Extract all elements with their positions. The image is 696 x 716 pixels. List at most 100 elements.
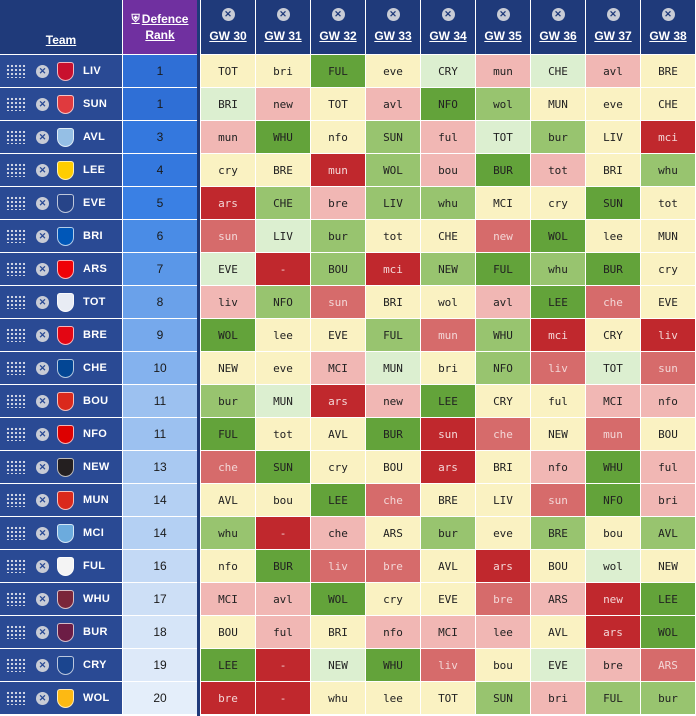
- remove-team-close-icon[interactable]: ✕: [36, 64, 49, 78]
- drag-handle-icon[interactable]: [6, 427, 26, 441]
- team-row-whu[interactable]: ✕ WHU: [0, 583, 122, 615]
- fixture-cell: BOU: [641, 418, 695, 450]
- team-row-ars[interactable]: ✕ ARS: [0, 253, 122, 285]
- fixture-cell: NFO: [586, 484, 640, 516]
- remove-team-close-icon[interactable]: ✕: [36, 526, 49, 540]
- team-row-nfo[interactable]: ✕ NFO: [0, 418, 122, 450]
- team-row-new[interactable]: ✕ NEW: [0, 451, 122, 483]
- drag-handle-icon[interactable]: [6, 592, 26, 606]
- remove-column-close-icon[interactable]: ✕: [331, 8, 345, 21]
- fixture-cell: LIV: [256, 220, 310, 252]
- fixture-cell: mun: [421, 319, 475, 351]
- arsenal-cannon-crest-icon: [57, 259, 74, 279]
- drag-handle-icon[interactable]: [6, 625, 26, 639]
- gameweek-header-33[interactable]: ✕ GW 33: [366, 0, 420, 54]
- remove-column-close-icon[interactable]: ✕: [551, 8, 565, 21]
- drag-handle-icon[interactable]: [6, 460, 26, 474]
- remove-column-close-icon[interactable]: ✕: [661, 8, 675, 21]
- remove-column-close-icon[interactable]: ✕: [276, 8, 290, 21]
- remove-column-close-icon[interactable]: ✕: [606, 8, 620, 21]
- drag-handle-icon[interactable]: [6, 691, 26, 705]
- gameweek-header-35[interactable]: ✕ GW 35: [476, 0, 530, 54]
- gameweek-header-32[interactable]: ✕ GW 32: [311, 0, 365, 54]
- drag-handle-icon[interactable]: [6, 262, 26, 276]
- drag-handle-icon[interactable]: [6, 64, 26, 78]
- remove-column-close-icon[interactable]: ✕: [386, 8, 400, 21]
- team-row-eve[interactable]: ✕ EVE: [0, 187, 122, 219]
- defence-rank-cell: 7: [123, 253, 197, 285]
- remove-column-close-icon[interactable]: ✕: [441, 8, 455, 21]
- fixture-cell: WOL: [311, 583, 365, 615]
- drag-handle-icon[interactable]: [6, 163, 26, 177]
- remove-team-close-icon[interactable]: ✕: [36, 592, 49, 606]
- team-column-header[interactable]: Team: [0, 0, 122, 54]
- defence-rank-cell: 1: [123, 55, 197, 87]
- drag-handle-icon[interactable]: [6, 328, 26, 342]
- team-row-liv[interactable]: ✕ LIV: [0, 55, 122, 87]
- remove-team-close-icon[interactable]: ✕: [36, 97, 49, 111]
- drag-handle-icon[interactable]: [6, 361, 26, 375]
- team-row-bri[interactable]: ✕ BRI: [0, 220, 122, 252]
- drag-handle-icon[interactable]: [6, 559, 26, 573]
- team-row-sun[interactable]: ✕ SUN: [0, 88, 122, 120]
- remove-team-close-icon[interactable]: ✕: [36, 229, 49, 243]
- team-row-mun[interactable]: ✕ MUN: [0, 484, 122, 516]
- remove-column-close-icon[interactable]: ✕: [496, 8, 510, 21]
- team-row-bur[interactable]: ✕ BUR: [0, 616, 122, 648]
- remove-team-close-icon[interactable]: ✕: [36, 196, 49, 210]
- team-row-ful[interactable]: ✕ FUL: [0, 550, 122, 582]
- drag-handle-icon[interactable]: [6, 295, 26, 309]
- defence-rank-column-header[interactable]: ⛨ Defence Rank: [123, 0, 197, 54]
- team-abbreviation: LIV: [83, 65, 102, 77]
- team-row-che[interactable]: ✕ CHE: [0, 352, 122, 384]
- remove-team-close-icon[interactable]: ✕: [36, 328, 49, 342]
- remove-team-close-icon[interactable]: ✕: [36, 493, 49, 507]
- remove-team-close-icon[interactable]: ✕: [36, 691, 49, 705]
- remove-team-close-icon[interactable]: ✕: [36, 394, 49, 408]
- drag-handle-icon[interactable]: [6, 394, 26, 408]
- fixture-cell: NEW: [421, 253, 475, 285]
- drag-handle-icon[interactable]: [6, 493, 26, 507]
- gameweek-header-30[interactable]: ✕ GW 30: [201, 0, 255, 54]
- fixture-cell: mun: [476, 55, 530, 87]
- team-row-cry[interactable]: ✕ CRY: [0, 649, 122, 681]
- gameweek-header-38[interactable]: ✕ GW 38: [641, 0, 695, 54]
- drag-handle-icon[interactable]: [6, 97, 26, 111]
- remove-team-close-icon[interactable]: ✕: [36, 559, 49, 573]
- remove-team-close-icon[interactable]: ✕: [36, 163, 49, 177]
- remove-team-close-icon[interactable]: ✕: [36, 130, 49, 144]
- drag-handle-icon[interactable]: [6, 229, 26, 243]
- drag-handle-icon[interactable]: [6, 196, 26, 210]
- fixture-cell: WOL: [201, 319, 255, 351]
- gameweek-header-37[interactable]: ✕ GW 37: [586, 0, 640, 54]
- gameweek-header-36[interactable]: ✕ GW 36: [531, 0, 585, 54]
- fixture-cell: cry: [311, 451, 365, 483]
- team-row-tot[interactable]: ✕ TOT: [0, 286, 122, 318]
- remove-column-close-icon[interactable]: ✕: [221, 8, 235, 21]
- remove-team-close-icon[interactable]: ✕: [36, 625, 49, 639]
- team-row-avl[interactable]: ✕ AVL: [0, 121, 122, 153]
- remove-team-close-icon[interactable]: ✕: [36, 361, 49, 375]
- fixture-cell: bre: [476, 583, 530, 615]
- remove-team-close-icon[interactable]: ✕: [36, 295, 49, 309]
- drag-handle-icon[interactable]: [6, 658, 26, 672]
- column-divider: [197, 0, 200, 716]
- team-row-bre[interactable]: ✕ BRE: [0, 319, 122, 351]
- fixture-cell: bre: [366, 550, 420, 582]
- team-row-bou[interactable]: ✕ BOU: [0, 385, 122, 417]
- gameweek-header-34[interactable]: ✕ GW 34: [421, 0, 475, 54]
- remove-team-close-icon[interactable]: ✕: [36, 427, 49, 441]
- fixture-cell: CRY: [586, 319, 640, 351]
- team-row-lee[interactable]: ✕ LEE: [0, 154, 122, 186]
- drag-handle-icon[interactable]: [6, 130, 26, 144]
- remove-team-close-icon[interactable]: ✕: [36, 460, 49, 474]
- fixture-cell: AVL: [641, 517, 695, 549]
- defence-rank-cell: 16: [123, 550, 197, 582]
- fixture-cell: CHE: [641, 88, 695, 120]
- team-row-wol[interactable]: ✕ WOL: [0, 682, 122, 714]
- remove-team-close-icon[interactable]: ✕: [36, 658, 49, 672]
- remove-team-close-icon[interactable]: ✕: [36, 262, 49, 276]
- team-row-mci[interactable]: ✕ MCI: [0, 517, 122, 549]
- drag-handle-icon[interactable]: [6, 526, 26, 540]
- gameweek-header-31[interactable]: ✕ GW 31: [256, 0, 310, 54]
